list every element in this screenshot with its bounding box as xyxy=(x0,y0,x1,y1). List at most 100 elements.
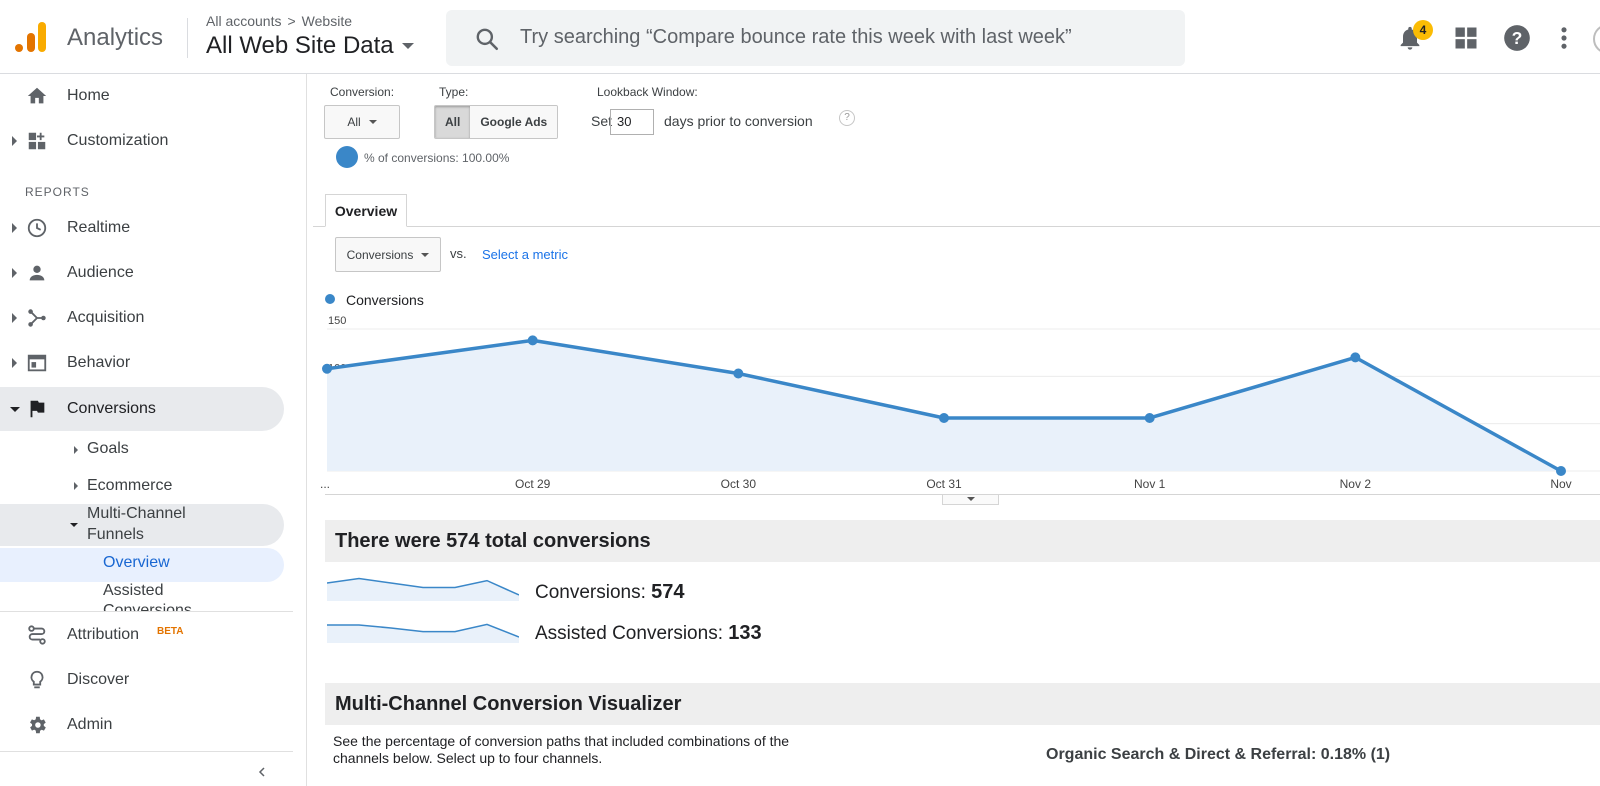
chevron-down-icon xyxy=(401,43,414,49)
conversion-label: Conversion: xyxy=(330,85,395,99)
chart-resize-handle[interactable] xyxy=(942,495,999,505)
chevron-right-icon xyxy=(12,223,17,233)
chart-area xyxy=(327,340,1561,471)
lightbulb-icon xyxy=(30,670,44,689)
sidebar-item-audience[interactable]: Audience xyxy=(0,251,290,295)
sidebar-item-label: Conversions xyxy=(67,400,156,417)
chart-point xyxy=(939,412,949,423)
apps-grid-icon[interactable] xyxy=(1452,24,1480,52)
type-label: Type: xyxy=(439,85,469,99)
sidebar-item-conversions[interactable]: Conversions xyxy=(0,387,290,431)
overview-highlight xyxy=(0,548,284,582)
type-option-all[interactable]: All xyxy=(435,106,471,138)
chart-point xyxy=(1144,412,1155,423)
main-content: Conversion: All Type: All Google Ads Loo… xyxy=(313,74,1600,786)
percent-conversions: % of conversions: 100.00% xyxy=(364,151,510,165)
avatar-icon[interactable] xyxy=(1593,24,1600,54)
sidebar-item-behavior[interactable]: Behavior xyxy=(0,341,290,385)
attribution-path-icon xyxy=(28,625,46,645)
beta-badge: BETA xyxy=(157,626,184,637)
chart-point xyxy=(733,368,744,379)
assisted-metric-label: Assisted Conversions: xyxy=(535,623,723,644)
chart-x-tick-label: Nov xyxy=(1550,477,1571,491)
type-segmented-control[interactable]: All Google Ads xyxy=(434,105,559,139)
chart-x-tick-label: Oct 31 xyxy=(926,477,962,491)
sidebar-item-customization[interactable]: Customization xyxy=(0,119,290,163)
sidebar-item-realtime[interactable]: Realtime xyxy=(0,206,290,250)
chart-x-tick-label: Nov 2 xyxy=(1340,477,1372,491)
home-icon xyxy=(27,87,47,104)
sidebar-item-discover[interactable]: Discover xyxy=(0,658,290,702)
breadcrumb-separator: > xyxy=(287,13,296,29)
breadcrumb[interactable]: All accounts > Website xyxy=(206,13,352,29)
chart-y-tick-label: 150 xyxy=(328,315,346,327)
sidebar-divider xyxy=(0,751,293,752)
type-option-google-ads[interactable]: Google Ads xyxy=(470,106,558,138)
assisted-conversions-sparkline xyxy=(327,623,519,643)
property-selector[interactable]: All Web Site Data xyxy=(206,32,414,60)
chevron-right-icon xyxy=(74,446,78,454)
sidebar-item-assisted-line1[interactable]: Assisted xyxy=(103,582,164,599)
analytics-logo-icon[interactable] xyxy=(14,20,48,54)
chart-point xyxy=(1556,466,1566,476)
sidebar-item-overview[interactable]: Overview xyxy=(103,554,170,571)
metric-select[interactable]: Conversions xyxy=(335,237,441,272)
breadcrumb-accounts[interactable]: All accounts xyxy=(206,13,282,29)
sidebar-item-home[interactable]: Home xyxy=(0,74,290,118)
more-vert-icon[interactable] xyxy=(1550,24,1578,52)
sidebar-item-attribution[interactable]: Attribution xyxy=(0,613,290,657)
gear-icon xyxy=(30,716,46,734)
sparkline-line xyxy=(327,623,519,638)
chevron-down-icon xyxy=(10,406,20,412)
search-bar[interactable]: Try searching “Compare bounce rate this … xyxy=(446,10,1185,66)
lookback-prefix: Set xyxy=(591,113,613,129)
chart-point xyxy=(322,363,332,374)
sidebar-item-mcf-line1[interactable]: Multi-Channel xyxy=(87,505,186,522)
property-name: All Web Site Data xyxy=(206,32,394,59)
chart-x-tick-label: Oct 29 xyxy=(515,477,551,491)
sparkline-line xyxy=(327,577,519,596)
summary-header: There were 574 total conversions xyxy=(325,520,1600,562)
sidebar-item-acquisition[interactable]: Acquisition xyxy=(0,296,290,340)
conversions-metric-label: Conversions: xyxy=(535,582,646,603)
sidebar-item-label: Attribution xyxy=(67,626,140,643)
help-icon[interactable]: ? xyxy=(1503,24,1531,52)
sidebar-item-label: Behavior xyxy=(67,354,131,371)
conversion-select[interactable]: All xyxy=(324,105,400,139)
chevron-down-icon xyxy=(967,497,975,501)
chevron-right-icon xyxy=(12,358,17,368)
help-icon[interactable]: ? xyxy=(839,110,855,126)
mcf-highlight xyxy=(0,504,284,546)
sidebar-item-assisted-line2[interactable]: Conversions xyxy=(103,602,192,612)
search-input[interactable]: Try searching “Compare bounce rate this … xyxy=(520,26,1072,48)
sidebar-item-ecommerce[interactable]: Ecommerce xyxy=(87,477,173,494)
tab-divider xyxy=(313,226,1600,227)
venn-overlap-label: Organic Search & Direct & Referral: 0.18… xyxy=(1046,746,1391,763)
sidebar-item-label: Admin xyxy=(67,716,113,733)
sidebar-item-admin[interactable]: Admin xyxy=(0,703,290,747)
conversions-metric-value: 574 xyxy=(651,581,685,603)
sidebar-item-mcf-line2[interactable]: Funnels xyxy=(87,526,144,543)
tab-overview[interactable]: Overview xyxy=(325,194,407,227)
conversions-metric: Conversions: 574 xyxy=(535,581,685,604)
chevron-right-icon xyxy=(12,313,17,323)
conversions-highlight xyxy=(0,387,284,431)
browser-window-icon xyxy=(27,354,47,372)
breadcrumb-website[interactable]: Website xyxy=(301,13,352,29)
dashboard-plus-icon xyxy=(28,132,46,150)
sidebar-item-goals[interactable]: Goals xyxy=(87,440,129,457)
chart-bottom-rule xyxy=(325,494,1600,495)
visualizer-description: See the percentage of conversion paths t… xyxy=(333,733,790,766)
lookback-label: Lookback Window: xyxy=(597,85,698,99)
sidebar-item-label: Home xyxy=(67,87,110,104)
sidebar-divider xyxy=(0,611,293,612)
top-header: Analytics All accounts > Website All Web… xyxy=(0,0,1600,74)
clock-icon xyxy=(27,218,47,238)
select-metric-link[interactable]: Select a metric xyxy=(482,247,568,262)
assisted-conversions-metric: Assisted Conversions: 133 xyxy=(535,622,762,645)
collapse-sidebar-icon[interactable] xyxy=(256,766,268,778)
chevron-down-icon xyxy=(368,120,377,124)
lookback-days-input[interactable]: 30 xyxy=(610,109,654,135)
svg-text:?: ? xyxy=(1512,28,1523,48)
